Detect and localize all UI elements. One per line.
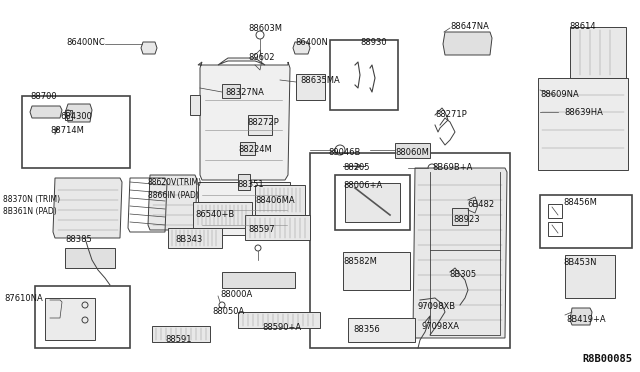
Bar — [540, 195, 632, 248]
Bar — [222, 84, 240, 98]
Polygon shape — [218, 58, 265, 65]
Bar — [168, 228, 222, 248]
Bar — [152, 326, 210, 342]
Polygon shape — [293, 42, 310, 54]
Polygon shape — [413, 168, 507, 338]
Text: 88582M: 88582M — [343, 257, 377, 266]
Text: 88205: 88205 — [343, 163, 369, 172]
Text: 88385: 88385 — [65, 235, 92, 244]
Bar — [248, 115, 272, 135]
Bar — [570, 27, 626, 78]
Bar — [238, 174, 250, 190]
Bar — [193, 202, 252, 228]
Text: 88351: 88351 — [237, 180, 264, 189]
Bar — [343, 252, 410, 290]
Bar — [65, 248, 115, 268]
Bar — [538, 78, 628, 170]
Polygon shape — [148, 175, 197, 230]
Bar — [190, 95, 200, 115]
Text: 88647NA: 88647NA — [450, 22, 489, 31]
Text: 88635MA: 88635MA — [300, 76, 340, 85]
Text: 8B305: 8B305 — [449, 270, 476, 279]
Polygon shape — [570, 308, 592, 325]
Text: 88406MA: 88406MA — [255, 196, 294, 205]
Text: 88006+A: 88006+A — [343, 181, 382, 190]
Text: 88923: 88923 — [453, 215, 479, 224]
Text: 8B453N: 8B453N — [563, 258, 596, 267]
Text: 8B419+A: 8B419+A — [566, 315, 605, 324]
Text: 88370N (TRIM): 88370N (TRIM) — [3, 195, 60, 204]
Text: 87610NA: 87610NA — [4, 294, 43, 303]
Bar — [35, 286, 130, 348]
Bar — [335, 175, 410, 230]
Text: 88000A: 88000A — [220, 290, 252, 299]
Bar — [222, 272, 295, 288]
Text: 88224M: 88224M — [238, 145, 272, 154]
Text: 88700: 88700 — [30, 92, 56, 101]
Bar — [345, 183, 400, 222]
Bar — [548, 222, 562, 236]
Bar — [255, 185, 305, 215]
Text: 88609NA: 88609NA — [540, 90, 579, 99]
Bar — [558, 105, 575, 118]
Text: 6B482: 6B482 — [467, 200, 494, 209]
Text: 88271P: 88271P — [435, 110, 467, 119]
Text: 8B69B+A: 8B69B+A — [432, 163, 472, 172]
Bar — [565, 255, 615, 298]
Text: 97098XB: 97098XB — [418, 302, 456, 311]
Bar — [395, 143, 430, 158]
Text: 97098XA: 97098XA — [422, 322, 460, 331]
Text: 88590+A: 88590+A — [262, 323, 301, 332]
Text: 88060M: 88060M — [395, 148, 429, 157]
Bar — [65, 110, 72, 120]
Bar — [238, 312, 320, 328]
Bar — [296, 74, 325, 100]
Text: 88639HA: 88639HA — [564, 108, 603, 117]
Polygon shape — [141, 42, 157, 54]
Text: 88620V(TRIM): 88620V(TRIM) — [148, 178, 202, 187]
Text: 88930: 88930 — [360, 38, 387, 47]
Text: 89602: 89602 — [248, 53, 275, 62]
Text: 88327NA: 88327NA — [225, 88, 264, 97]
Bar — [240, 142, 255, 155]
Bar — [45, 298, 95, 340]
Text: 88714M: 88714M — [50, 126, 84, 135]
Text: 8B343: 8B343 — [175, 235, 202, 244]
Text: 8B361N (PAD): 8B361N (PAD) — [3, 207, 57, 216]
Polygon shape — [66, 104, 92, 122]
Text: 88591: 88591 — [165, 335, 191, 344]
Bar — [452, 208, 468, 225]
Text: 88603M: 88603M — [248, 24, 282, 33]
Bar — [245, 215, 310, 240]
Bar — [348, 318, 415, 342]
Polygon shape — [198, 182, 290, 235]
Bar — [22, 96, 130, 168]
Bar — [330, 40, 398, 110]
Text: 86400N: 86400N — [295, 38, 328, 47]
Text: 8866IN (PAD): 8866IN (PAD) — [148, 191, 199, 200]
Polygon shape — [443, 32, 492, 55]
Text: 88356: 88356 — [353, 325, 380, 334]
Text: 86540+B: 86540+B — [195, 210, 234, 219]
Text: 86400NC: 86400NC — [67, 38, 105, 47]
Polygon shape — [53, 178, 122, 238]
Bar — [310, 153, 510, 348]
Text: 88614: 88614 — [569, 22, 596, 31]
Text: 88050A: 88050A — [212, 307, 244, 316]
Text: 684300: 684300 — [60, 112, 92, 121]
Polygon shape — [30, 106, 62, 118]
Text: 88456M: 88456M — [563, 198, 597, 207]
Text: 88597: 88597 — [248, 225, 275, 234]
Text: R8B00085: R8B00085 — [582, 354, 632, 364]
Text: 89046B: 89046B — [328, 148, 360, 157]
Text: 88272P: 88272P — [247, 118, 279, 127]
Bar — [548, 204, 562, 218]
Polygon shape — [198, 62, 290, 180]
